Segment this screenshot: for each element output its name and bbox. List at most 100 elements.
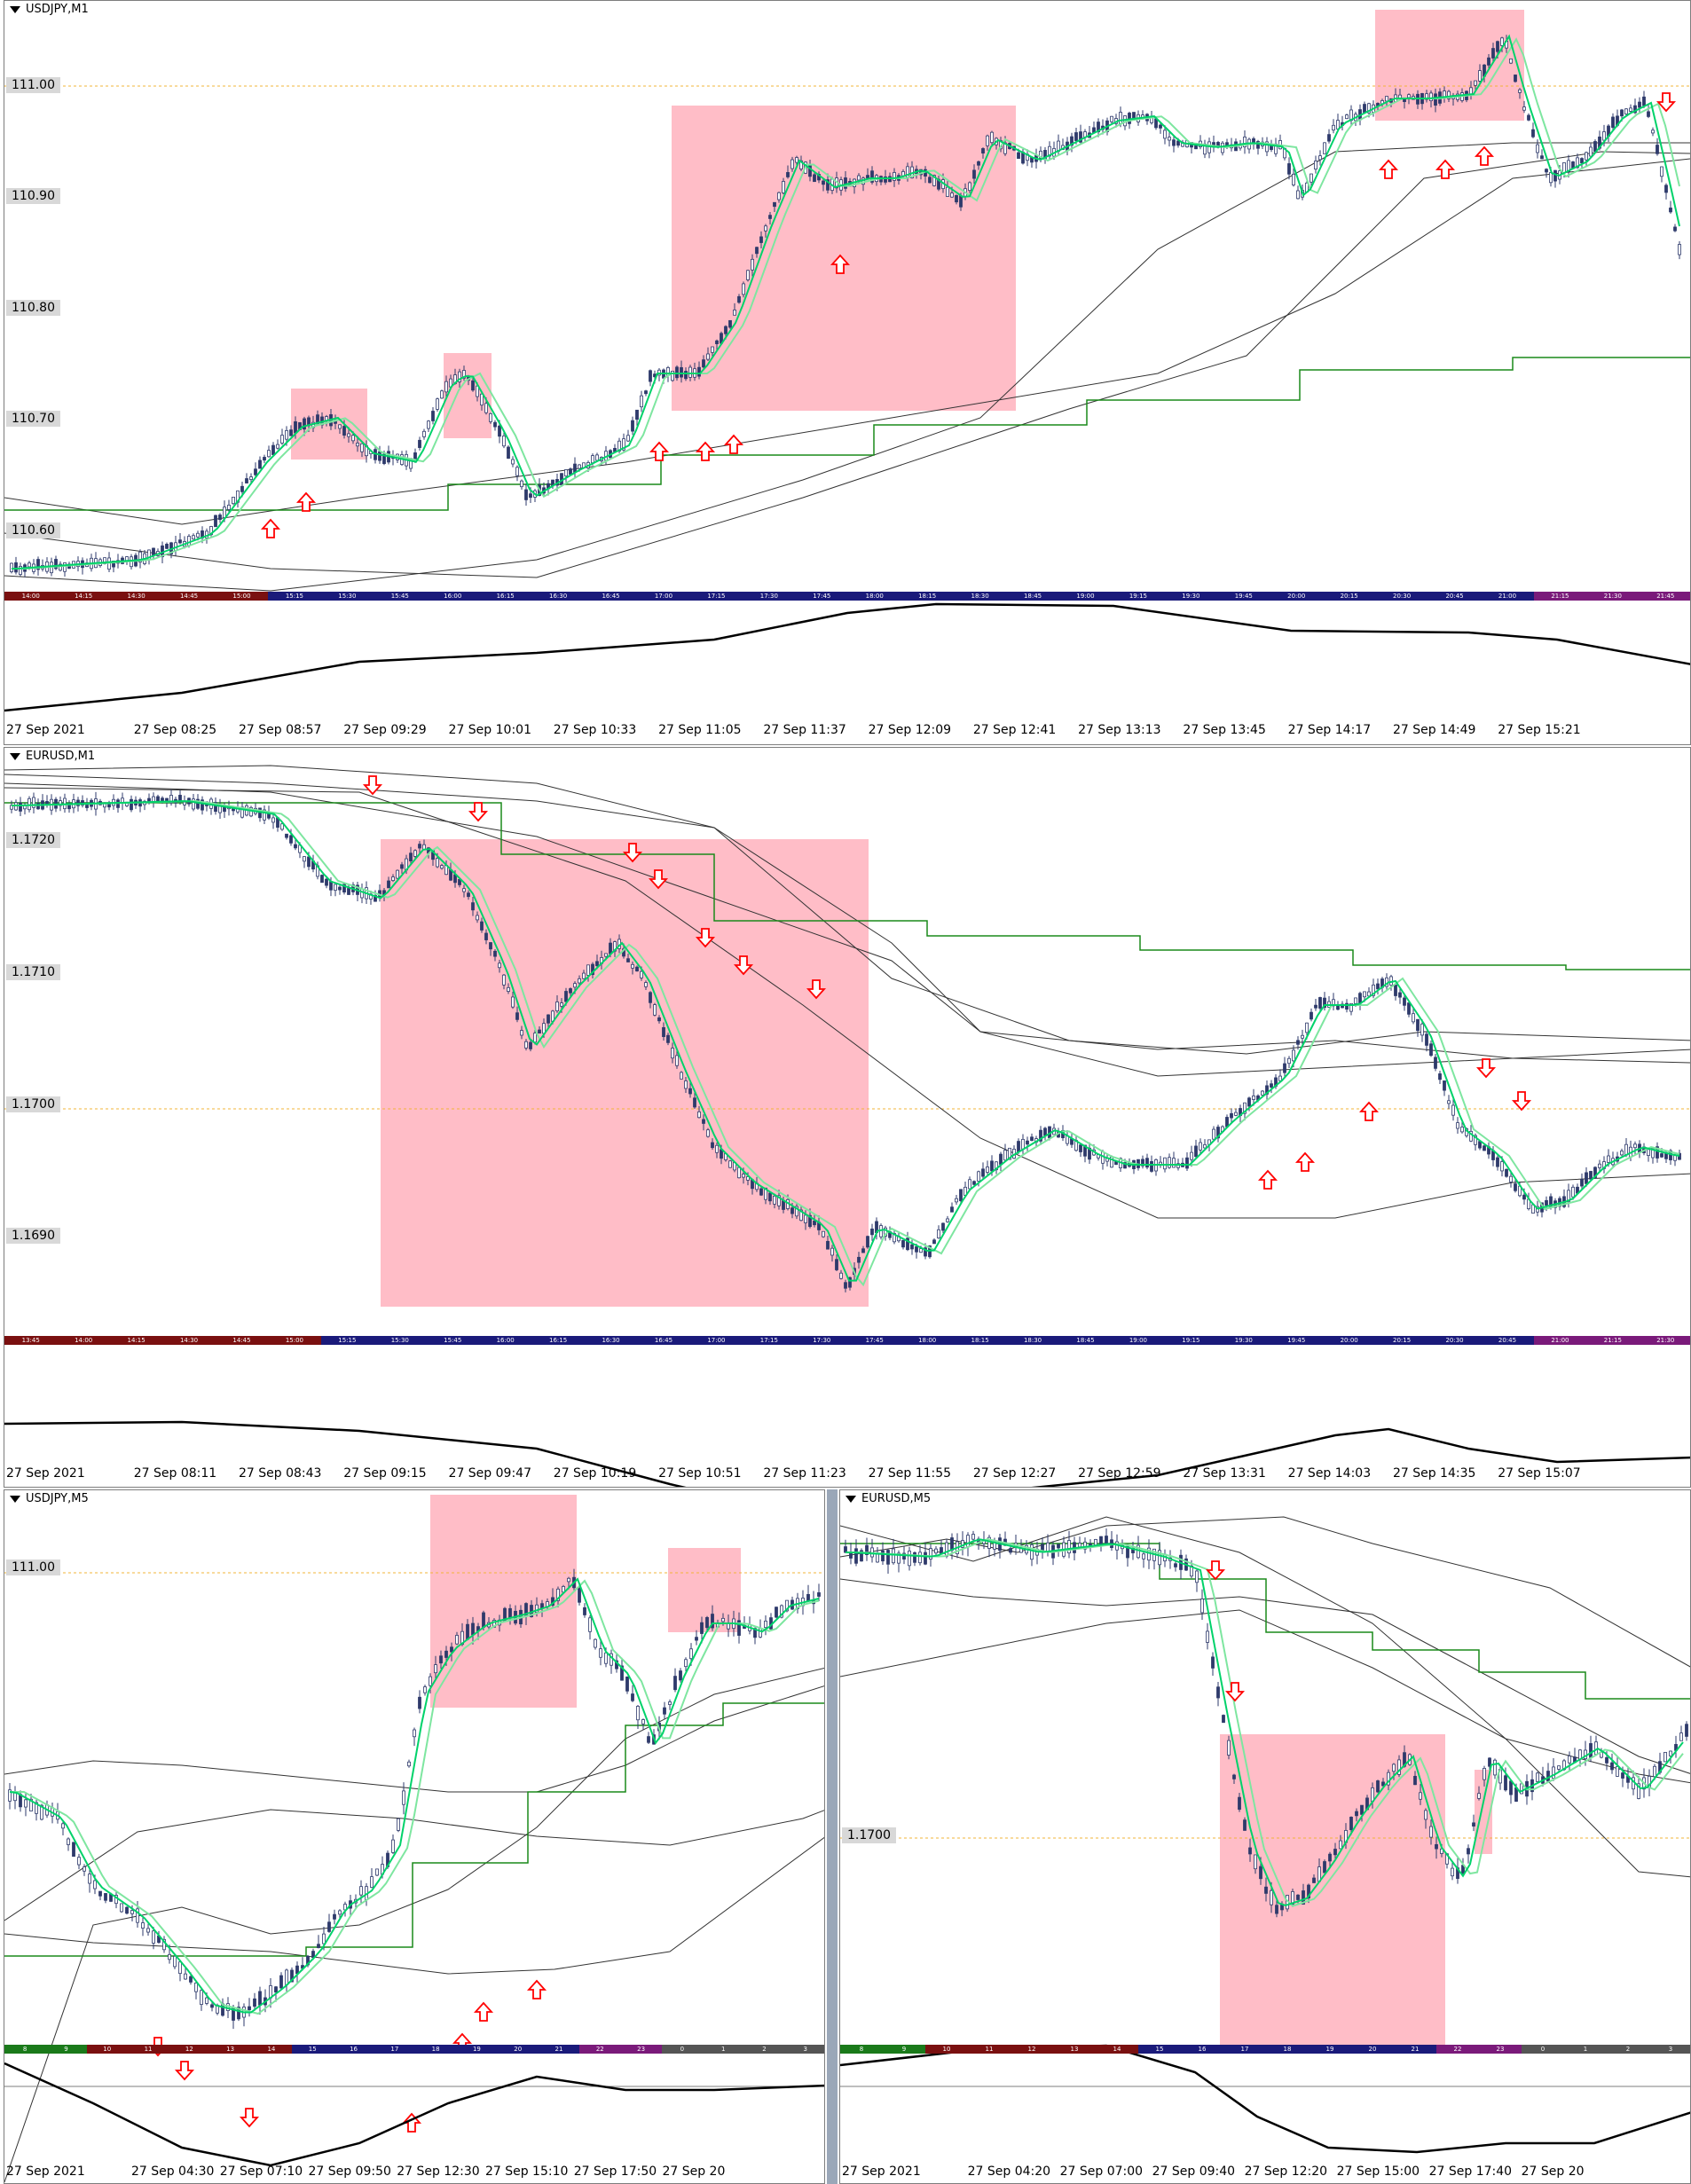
candle bbox=[1545, 169, 1548, 173]
candle bbox=[688, 366, 692, 378]
candle bbox=[578, 978, 581, 984]
candle bbox=[680, 1072, 683, 1080]
oscillator-line bbox=[4, 602, 1690, 712]
candle bbox=[848, 1277, 852, 1288]
session-time-label: 19:30 bbox=[1164, 592, 1218, 601]
time-axis-label: 27 Sep 11:37 bbox=[763, 723, 846, 737]
session-time-label: 3 bbox=[1649, 2045, 1690, 2054]
session-time-label: 21:45 bbox=[1639, 592, 1690, 601]
candle bbox=[604, 1652, 608, 1664]
candle bbox=[205, 1997, 208, 2004]
candle bbox=[1429, 1826, 1433, 1838]
candle bbox=[1420, 1023, 1424, 1036]
candle bbox=[1407, 94, 1411, 98]
session-time-label: 15 bbox=[292, 2045, 334, 2054]
candle bbox=[397, 1818, 400, 1831]
arrow-down-icon bbox=[806, 979, 827, 1000]
candle bbox=[1385, 96, 1388, 102]
time-axis-label: 27 Sep 09:47 bbox=[448, 1466, 531, 1481]
candle bbox=[307, 856, 311, 868]
session-time-label: 21:00 bbox=[1481, 592, 1534, 601]
candle bbox=[232, 497, 235, 505]
candle bbox=[768, 1192, 772, 1202]
candle bbox=[218, 515, 222, 520]
candle bbox=[1333, 1849, 1337, 1856]
candle bbox=[342, 884, 346, 893]
highlight-zone bbox=[291, 389, 367, 460]
highlight-zone bbox=[381, 839, 869, 1307]
candle bbox=[54, 559, 58, 570]
candle bbox=[1509, 1175, 1513, 1182]
candle bbox=[1216, 1686, 1220, 1699]
chart-panel-eurusd-m5[interactable]: EURUSD,M5 1.1700 8 9 10 11 12 13 14 15 16 17 18 19 2… bbox=[839, 1489, 1691, 2184]
candle bbox=[1633, 1143, 1637, 1149]
arrow-down-icon bbox=[1656, 92, 1677, 113]
candle bbox=[125, 1906, 129, 1914]
price-label: 1.1690 bbox=[6, 1228, 60, 1244]
moving-average-line bbox=[4, 782, 1690, 1064]
chart-title: EURUSD,M5 bbox=[846, 1492, 931, 1505]
candle bbox=[795, 1206, 798, 1217]
arrow-up-icon bbox=[830, 254, 851, 274]
candle bbox=[1434, 93, 1437, 106]
candle bbox=[1079, 1144, 1082, 1152]
candle bbox=[1287, 1057, 1291, 1065]
pane-splitter[interactable] bbox=[827, 1489, 838, 2184]
candle bbox=[484, 403, 488, 413]
candle bbox=[1211, 1656, 1215, 1669]
candle bbox=[1328, 1853, 1332, 1862]
candle bbox=[1254, 1854, 1257, 1870]
candle bbox=[1651, 130, 1655, 134]
price-chart[interactable] bbox=[4, 1, 1691, 745]
chart-panel-usdjpy-m1[interactable]: USDJPY,M1 111.00 110.90 110.80 110.70 11… bbox=[4, 0, 1691, 745]
price-chart[interactable] bbox=[840, 1490, 1691, 2184]
candle bbox=[780, 1605, 783, 1618]
candle bbox=[1168, 1157, 1171, 1168]
candle bbox=[1185, 1157, 1189, 1169]
arrow-up-icon bbox=[526, 1979, 547, 1999]
candle bbox=[1234, 1112, 1238, 1116]
candle bbox=[83, 1866, 86, 1872]
session-time-label: 3 bbox=[784, 2045, 824, 2054]
candle bbox=[1387, 1772, 1390, 1786]
candle bbox=[141, 1922, 145, 1929]
candle bbox=[1216, 1127, 1220, 1139]
candle bbox=[1518, 89, 1522, 93]
candle bbox=[1424, 1810, 1428, 1820]
candle bbox=[839, 1272, 843, 1279]
candle bbox=[680, 366, 683, 378]
price-chart[interactable] bbox=[4, 748, 1691, 1488]
candle bbox=[737, 1620, 741, 1636]
dropdown-icon[interactable] bbox=[846, 1495, 856, 1503]
candle bbox=[1078, 1543, 1081, 1548]
candle bbox=[1679, 1732, 1683, 1741]
candle bbox=[671, 1048, 674, 1059]
candle bbox=[1616, 1766, 1619, 1777]
candle bbox=[178, 539, 182, 544]
arrow-down-icon bbox=[1205, 1560, 1226, 1581]
arrow-down-icon bbox=[1224, 1682, 1246, 1702]
price-chart[interactable] bbox=[4, 1490, 825, 2184]
candle bbox=[881, 1550, 885, 1562]
candle bbox=[961, 1540, 964, 1548]
candle bbox=[1487, 57, 1490, 66]
candle bbox=[263, 457, 266, 461]
candle bbox=[671, 370, 674, 381]
time-axis-label: 27 Sep 09:15 bbox=[343, 1466, 427, 1481]
dropdown-icon[interactable] bbox=[10, 5, 20, 13]
candle bbox=[759, 236, 763, 243]
candle bbox=[413, 1729, 416, 1738]
session-time-label: 18:45 bbox=[1058, 1336, 1113, 1345]
candle bbox=[214, 802, 217, 813]
candle bbox=[1354, 997, 1357, 1004]
candle bbox=[13, 1792, 17, 1802]
candle bbox=[1438, 1073, 1442, 1080]
dropdown-icon[interactable] bbox=[10, 1495, 20, 1503]
dropdown-icon[interactable] bbox=[10, 752, 20, 760]
chart-panel-eurusd-m1[interactable]: EURUSD,M1 1.1720 1.1710 1.1700 1.1690 13… bbox=[4, 747, 1691, 1488]
chart-panel-usdjpy-m5[interactable]: USDJPY,M5 111.00 8 9 10 11 12 13 14 15 16 17 18 19 2… bbox=[4, 1489, 825, 2184]
candle bbox=[28, 562, 31, 568]
candle bbox=[1553, 169, 1557, 182]
candle bbox=[1505, 1168, 1508, 1177]
candle bbox=[1043, 1127, 1047, 1136]
